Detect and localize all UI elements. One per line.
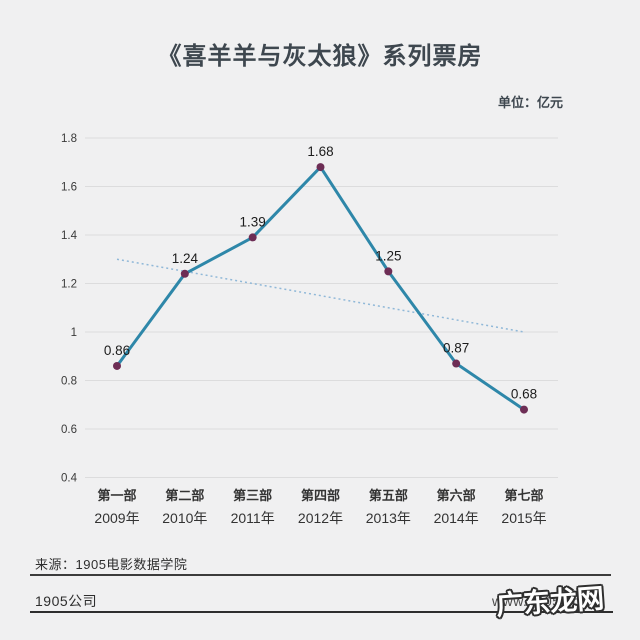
- x-tick-label: 第四部: [301, 488, 340, 503]
- x-tick-label: 第六部: [437, 488, 476, 503]
- data-point-label: 1.68: [307, 144, 333, 159]
- y-tick-label: 1: [71, 327, 77, 339]
- x-tick-year-label: 2014年: [434, 510, 479, 526]
- trend-line: [116, 258, 525, 333]
- x-tick-label: 第三部: [233, 488, 272, 503]
- x-tick-year-label: 2011年: [231, 510, 275, 526]
- watermark-text: 广东龙网: [494, 582, 606, 621]
- source-text: 来源：1905电影数据学院: [35, 557, 188, 572]
- data-point: [248, 233, 257, 242]
- data-point: [520, 405, 528, 414]
- chart-title: 《喜羊羊与灰太狼》系列票房: [157, 43, 483, 70]
- y-tick-label: 1.4: [61, 230, 78, 242]
- data-point-label: 1.25: [375, 248, 401, 263]
- data-point: [180, 269, 189, 278]
- x-tick-year-label: 2009年: [94, 510, 139, 526]
- unit-label: 单位：亿元: [497, 95, 563, 110]
- x-tick-year-label: 2013年: [366, 510, 411, 526]
- x-tick-year-label: 2010年: [162, 510, 207, 526]
- y-tick-label: 0.6: [61, 424, 77, 436]
- company-text: 1905公司: [35, 593, 98, 609]
- data-point-label: 1.24: [172, 251, 199, 266]
- divider-line-top: [30, 574, 611, 576]
- x-tick-label: 第二部: [165, 488, 204, 503]
- website-url: www.1905.com: [492, 593, 593, 609]
- data-point: [113, 361, 121, 370]
- y-tick-label: 1.8: [61, 133, 77, 145]
- y-tick-label: 0.8: [61, 376, 77, 388]
- data-point-label: 0.87: [443, 341, 469, 356]
- y-tick-label: 0.4: [61, 473, 78, 485]
- y-tick-label: 1.2: [61, 279, 77, 291]
- data-point: [384, 267, 393, 276]
- data-point: [316, 163, 325, 172]
- series-line: [115, 165, 526, 412]
- x-tick-year-label: 2015年: [501, 510, 546, 526]
- data-point-label: 1.39: [240, 214, 266, 229]
- y-tick-label: 1.6: [61, 182, 77, 194]
- data-point: [452, 359, 461, 368]
- x-tick-label: 第七部: [504, 488, 543, 503]
- x-tick-year-label: 2012年: [298, 510, 343, 526]
- divider-line-bottom: [30, 611, 613, 613]
- x-tick-label: 第五部: [369, 488, 408, 503]
- data-point-label: 0.86: [104, 343, 130, 358]
- data-point-label: 0.68: [511, 387, 537, 402]
- line-chart: 0.4 0.6 0.8 1 1.2 1.4 1.6 1.8 0.86 1.24 1.39 1.68 1.…: [61, 133, 558, 526]
- x-tick-label: 第一部: [97, 488, 136, 503]
